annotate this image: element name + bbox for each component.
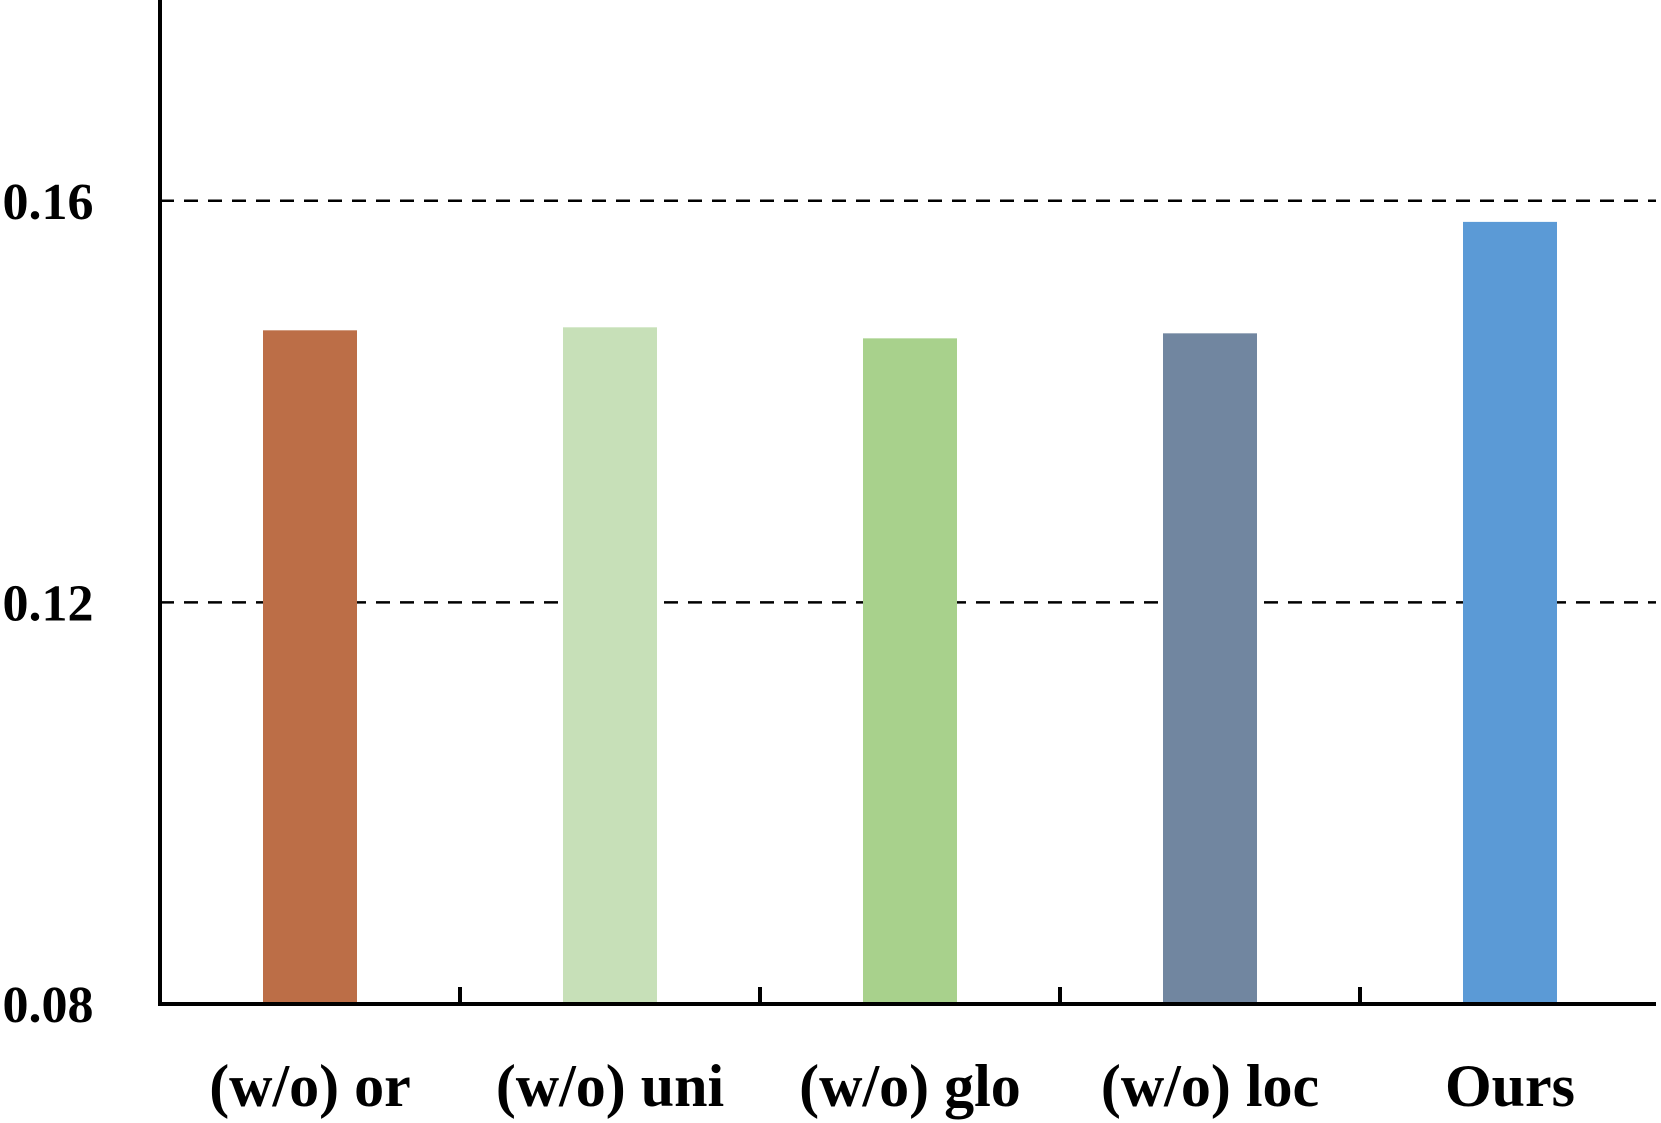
- bar: [863, 338, 957, 1004]
- y-tick-label: 0.12: [3, 575, 94, 632]
- y-tick-label: 0.16: [3, 174, 94, 231]
- y-tick-label: 0.08: [3, 977, 94, 1034]
- bar: [1463, 221, 1557, 1004]
- x-category-label: (w/o) loc: [1101, 1053, 1319, 1119]
- labels: 0.08 0.12 0.16 (w/o) or (w/o) uni (w/o) glo (w…: [3, 174, 1576, 1119]
- bars: [263, 221, 1557, 1005]
- x-category-label: (w/o) or: [209, 1053, 411, 1119]
- x-category-label: (w/o) glo: [799, 1053, 1021, 1119]
- bar: [263, 330, 357, 1004]
- bar: [1163, 333, 1257, 1004]
- ticks: [458, 987, 1362, 1004]
- x-category-label: (w/o) uni: [496, 1053, 724, 1119]
- x-category-label: Ours: [1445, 1053, 1575, 1119]
- axes: [158, 0, 1656, 1006]
- bar: [563, 327, 657, 1005]
